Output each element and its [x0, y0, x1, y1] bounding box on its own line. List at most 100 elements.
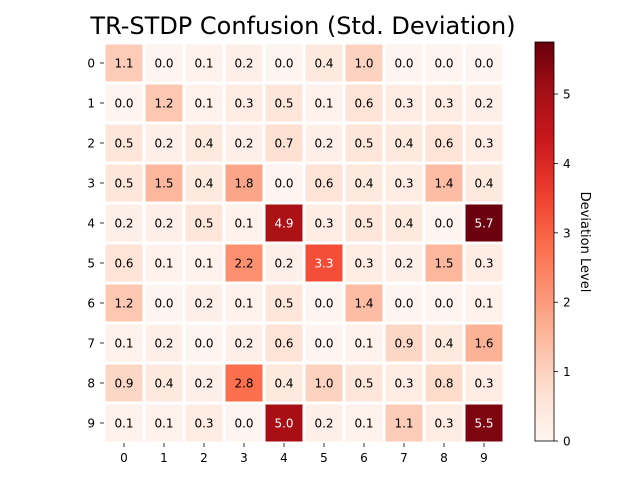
cell-value-label: 0.6 [114, 257, 133, 271]
cell-value-label: 1.6 [474, 337, 493, 351]
heatmap-cell [345, 124, 383, 162]
cell-value-label: 0.3 [474, 377, 493, 391]
cell-value-label: 1.4 [434, 177, 453, 191]
cell-value-label: 0.4 [194, 177, 213, 191]
cell-value-label: 0.0 [434, 217, 453, 231]
y-tick-label: 9 [87, 417, 95, 431]
heatmap-cell [465, 324, 503, 362]
heatmap-cell [425, 204, 463, 242]
x-tick-label: 1 [160, 451, 168, 465]
chart-title: TR-STDP Confusion (Std. Deviation) [89, 12, 515, 40]
cell-value-label: 0.5 [114, 137, 133, 151]
heatmap-cell [345, 244, 383, 282]
cell-value-label: 1.2 [114, 297, 133, 311]
heatmap-cell [465, 124, 503, 162]
cell-value-label: 0.1 [114, 417, 133, 431]
heatmap-cell [185, 284, 223, 322]
heatmap-cell [345, 364, 383, 402]
heatmap-cell [225, 244, 263, 282]
cell-value-label: 0.0 [474, 57, 493, 71]
heatmap-cell [265, 244, 303, 282]
colorbar-gradient [534, 41, 555, 442]
cell-value-label: 0.4 [474, 177, 493, 191]
heatmap-cell [465, 84, 503, 122]
cell-value-label: 0.2 [474, 97, 493, 111]
heatmap-cell [425, 84, 463, 122]
heatmap-cell [385, 244, 423, 282]
heatmap-cell [145, 164, 183, 202]
cell-value-label: 3.3 [314, 257, 333, 271]
cell-value-label: 0.0 [114, 97, 133, 111]
cell-value-label: 0.1 [114, 337, 133, 351]
y-axis: 0 1 2 3 4 5 6 7 8 9 [87, 57, 104, 431]
heatmap-cell [145, 364, 183, 402]
cell-value-label: 0.3 [314, 217, 333, 231]
cell-value-label: 0.5 [354, 377, 373, 391]
heatmap-cell [185, 404, 223, 442]
heatmap-cell [345, 404, 383, 442]
heatmap-cell [105, 164, 143, 202]
heatmap-cell [465, 44, 503, 82]
heatmap-cell [185, 244, 223, 282]
cell-value-label: 0.5 [354, 137, 373, 151]
heatmap-cell [385, 324, 423, 362]
heatmap-cell [105, 204, 143, 242]
heatmap-cell [465, 364, 503, 402]
cell-value-label: 0.5 [354, 217, 373, 231]
y-tick-label: 8 [87, 377, 95, 391]
heatmap-cell [425, 164, 463, 202]
heatmap-cell [265, 364, 303, 402]
x-tick-label: 7 [400, 451, 408, 465]
heatmap-cell [265, 44, 303, 82]
cell-value-label: 1.5 [434, 257, 453, 271]
heatmap-cell [265, 324, 303, 362]
cell-value-label: 1.2 [154, 97, 173, 111]
cell-value-label: 0.7 [274, 137, 293, 151]
heatmap-cell [385, 204, 423, 242]
heatmap-cell [465, 204, 503, 242]
colorbar: 0 1 2 3 4 5 Deviation Level [534, 41, 592, 449]
heatmap-cell [305, 84, 343, 122]
heatmap-cell [385, 44, 423, 82]
heatmap-cell [345, 164, 383, 202]
heatmap-cell [345, 204, 383, 242]
cell-value-label: 0.1 [154, 257, 173, 271]
cell-value-label: 0.0 [394, 297, 413, 311]
heatmap-cell [265, 404, 303, 442]
x-tick-label: 5 [320, 451, 328, 465]
heatmap-cell [145, 124, 183, 162]
colorbar-tick-label: 3 [563, 226, 571, 240]
cell-value-label: 0.0 [314, 297, 333, 311]
cell-value-label: 1.5 [154, 177, 173, 191]
cell-value-label: 0.6 [314, 177, 333, 191]
cell-value-label: 0.2 [234, 137, 253, 151]
cell-value-label: 0.8 [434, 377, 453, 391]
cell-value-label: 0.0 [434, 297, 453, 311]
cell-value-label: 0.3 [394, 377, 413, 391]
heatmap-cell [425, 44, 463, 82]
cell-value-label: 2.2 [234, 257, 253, 271]
cell-value-label: 0.3 [354, 257, 373, 271]
heatmap-cell [345, 84, 383, 122]
heatmap-cell [385, 404, 423, 442]
cell-value-label: 0.1 [234, 217, 253, 231]
heatmap-cell [465, 244, 503, 282]
cell-value-label: 2.8 [234, 377, 253, 391]
heatmap-cell [305, 204, 343, 242]
heatmap-cell [425, 324, 463, 362]
cell-value-label: 0.1 [354, 417, 373, 431]
heatmap-cell [305, 44, 343, 82]
cell-value-label: 0.2 [314, 417, 333, 431]
cell-value-label: 0.2 [194, 297, 213, 311]
cell-value-label: 0.0 [274, 57, 293, 71]
heatmap-cell [305, 244, 343, 282]
heatmap-cell [105, 364, 143, 402]
heatmap-cell [145, 244, 183, 282]
cell-value-label: 0.4 [354, 177, 373, 191]
heatmap-cell [425, 244, 463, 282]
cell-value-label: 0.4 [394, 137, 413, 151]
cell-value-label: 0.2 [234, 57, 253, 71]
heatmap-cell [185, 324, 223, 362]
cell-value-label: 0.3 [474, 137, 493, 151]
